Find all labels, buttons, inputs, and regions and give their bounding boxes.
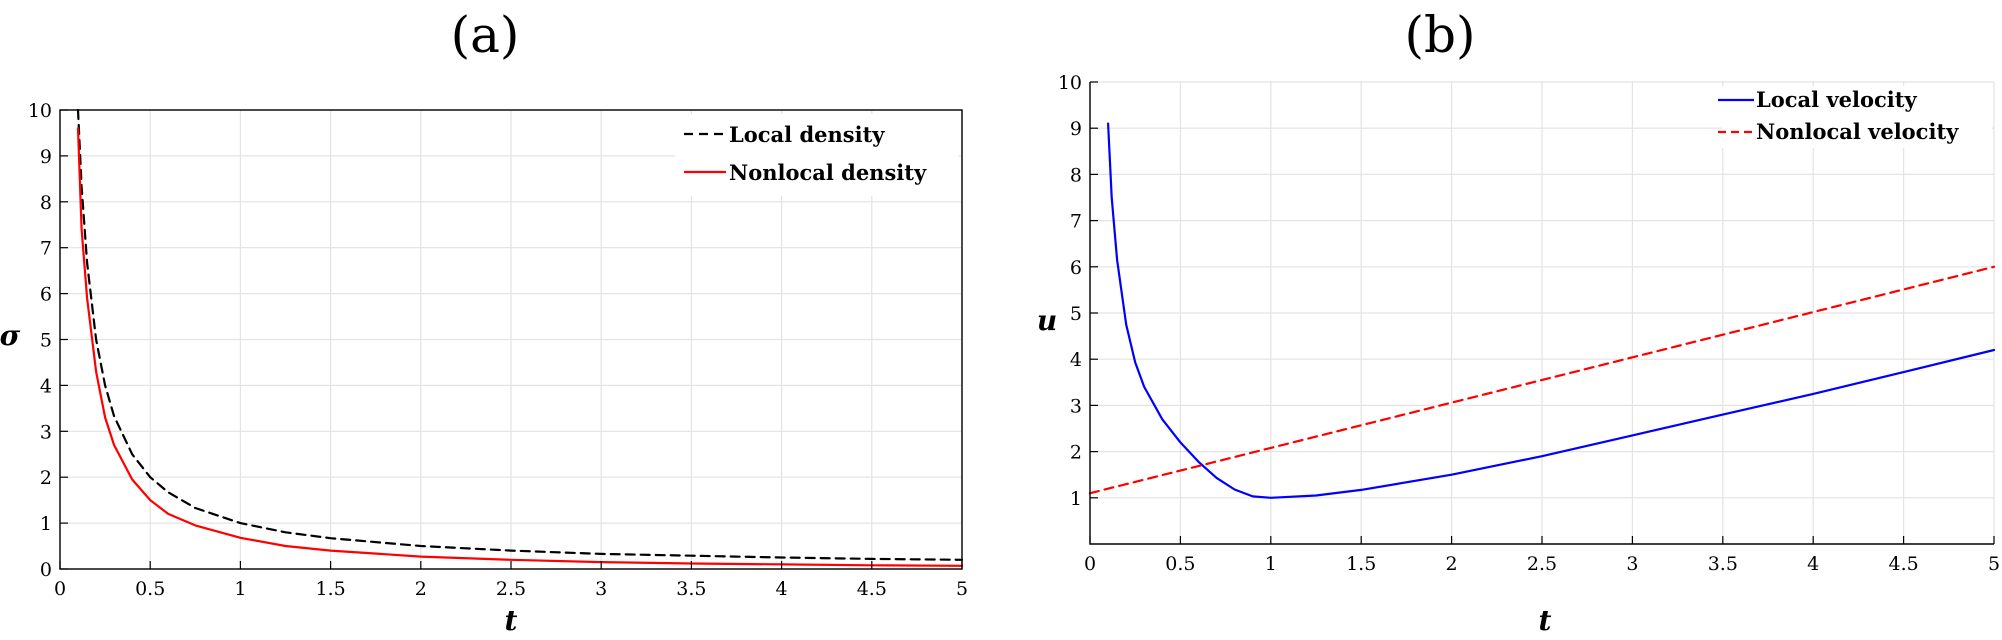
chart-a-series-nonlocal-density	[76, 127, 964, 567]
chart-b-x-tick-label-1-5: 1.5	[1346, 553, 1376, 575]
chart-a-y-tick-label-4: 4	[40, 375, 52, 397]
chart-b-y-tick-label-4: 4	[1070, 349, 1082, 371]
chart-a-x-tick-label-0-5: 0.5	[135, 578, 165, 600]
chart-a-y-tick-label-1: 1	[40, 513, 52, 535]
chart-a-y-tick-label-10: 10	[28, 100, 52, 122]
chart-b-legend-label-local-velocity: Local velocity	[1756, 87, 1917, 112]
chart-a-y-tick-label-0: 0	[40, 559, 52, 581]
chart-b-x-tick-label-2: 2	[1446, 553, 1458, 575]
chart-b-series	[1088, 122, 1996, 499]
chart-a-x-tick-label-3: 3	[595, 578, 607, 600]
chart-b-series-local-velocity	[1106, 122, 1996, 499]
chart-b-x-tick-label-4: 4	[1807, 553, 1819, 575]
chart-a-legend-box	[675, 114, 958, 196]
chart-b-x-tick-label-0: 0	[1084, 553, 1096, 575]
chart-b-y-tick-label-2: 2	[1070, 442, 1082, 464]
chart-a-title: (a)	[451, 6, 520, 64]
chart-a-series	[76, 108, 964, 567]
chart-a-x-tick-label-5: 5	[956, 578, 968, 600]
chart-a-x-tick-label-1-5: 1.5	[315, 578, 345, 600]
chart-a-y-tick-label-5: 5	[40, 330, 52, 352]
chart-b-x-tick-label-1: 1	[1265, 553, 1277, 575]
chart-b-y-ticks: 1 2 3 4 5 6 7 8 9 10	[1058, 72, 1098, 510]
chart-a-x-tick-label-2-5: 2.5	[496, 578, 526, 600]
chart-a-legend-label-local-density: Local density	[729, 122, 885, 147]
chart-b-legend-box	[1722, 86, 1992, 148]
chart-b-y-tick-label-8: 8	[1070, 164, 1082, 186]
chart-b-y-tick-label-10: 10	[1058, 72, 1082, 94]
chart-b-y-tick-label-6: 6	[1070, 257, 1082, 279]
chart-a-x-tick-label-3-5: 3.5	[676, 578, 706, 600]
chart-a-x-axis-label: t	[505, 604, 518, 637]
chart-a-y-tick-label-7: 7	[40, 238, 52, 260]
chart-b-x-tick-label-0-5: 0.5	[1165, 553, 1195, 575]
chart-b-x-tick-label-3-5: 3.5	[1708, 553, 1738, 575]
chart-a-legend-label-nonlocal-density: Nonlocal density	[729, 160, 927, 185]
chart-b-y-tick-label-9: 9	[1070, 118, 1082, 140]
chart-panel-a: (a) 0 0.5 1 1.5 2 2.5 3 3.5 4 4.5 5 0 1 2 3 4 5 6 7 8 9 10 t…	[0, 6, 968, 637]
chart-b-y-tick-label-7: 7	[1070, 211, 1082, 233]
chart-a-y-tick-label-8: 8	[40, 192, 52, 214]
chart-b-y-tick-label-5: 5	[1070, 303, 1082, 325]
chart-a-y-tick-label-3: 3	[40, 421, 52, 443]
chart-a-series-local-density	[76, 108, 964, 561]
chart-b-legend: Local velocity Nonlocal velocity	[1718, 86, 1992, 148]
chart-b-title: (b)	[1404, 6, 1475, 64]
chart-a-y-ticks: 0 1 2 3 4 5 6 7 8 9 10	[28, 100, 68, 581]
chart-a-x-tick-label-4: 4	[776, 578, 788, 600]
chart-b-x-axis-label: t	[1539, 604, 1552, 637]
chart-b-y-tick-label-1: 1	[1070, 488, 1082, 510]
chart-a-x-tick-label-1: 1	[234, 578, 246, 600]
chart-a-y-tick-label-2: 2	[40, 467, 52, 489]
chart-b-y-axis-label: u	[1037, 304, 1057, 337]
chart-b-x-tick-label-3: 3	[1626, 553, 1638, 575]
chart-b-x-tick-label-5: 5	[1988, 553, 2000, 575]
chart-b-grid	[1089, 81, 1995, 544]
chart-a-y-tick-label-6: 6	[40, 284, 52, 306]
chart-a-x-ticks: 0 0.5 1 1.5 2 2.5 3 3.5 4 4.5 5	[54, 561, 968, 600]
chart-b-series-nonlocal-velocity	[1088, 265, 1996, 495]
chart-b-x-ticks: 0 0.5 1 1.5 2 2.5 3 3.5 4 4.5 5	[1084, 536, 2000, 575]
chart-a-legend: Local density Nonlocal density	[675, 114, 958, 196]
chart-b-x-tick-label-2-5: 2.5	[1527, 553, 1557, 575]
chart-b-x-tick-label-4-5: 4.5	[1888, 553, 1918, 575]
chart-a-y-tick-label-9: 9	[40, 146, 52, 168]
chart-a-x-tick-label-2: 2	[415, 578, 427, 600]
chart-a-x-tick-label-4-5: 4.5	[857, 578, 887, 600]
chart-a-x-tick-label-0: 0	[54, 578, 66, 600]
chart-b-legend-label-nonlocal-velocity: Nonlocal velocity	[1756, 119, 1959, 144]
chart-a-y-axis-label: σ	[0, 319, 21, 352]
chart-b-y-tick-label-3: 3	[1070, 395, 1082, 417]
